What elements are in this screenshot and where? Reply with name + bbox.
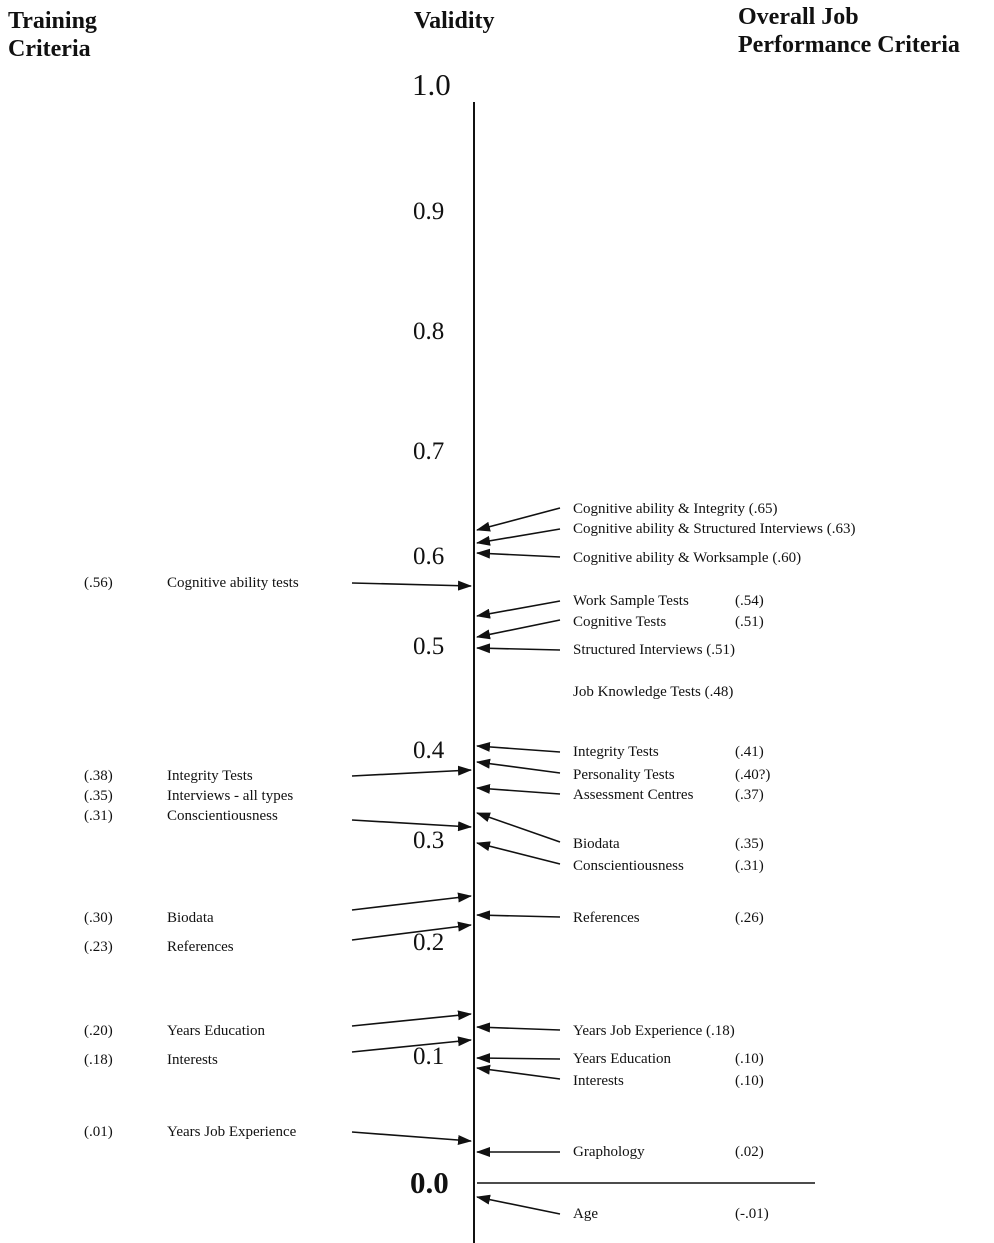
overall-job-knowledge-tests-label: Job Knowledge Tests (.48) xyxy=(573,684,734,700)
training-integrity-tests-label: Integrity Tests xyxy=(167,768,253,784)
overall-cognitive-ability-structured-interviews-63-arrow xyxy=(476,528,561,546)
overall-years-job-experience-arrow xyxy=(476,1022,561,1033)
tick-label-0-5: 0.5 xyxy=(413,633,445,660)
training-interests-arrow xyxy=(351,1036,472,1053)
overall-integrity-tests-value: (.41) xyxy=(735,744,764,760)
training-references-value: (.23) xyxy=(84,939,113,955)
overall-cognitive-tests-value: (.51) xyxy=(735,614,764,630)
training-interviews-all-types-value: (.35) xyxy=(84,788,113,804)
tick-label-0-4: 0.4 xyxy=(413,737,445,764)
overall-years-job-experience-label: Years Job Experience (.18) xyxy=(573,1023,735,1039)
overall-personality-tests-arrow xyxy=(476,758,561,774)
tick-label-0-1: 0.1 xyxy=(413,1043,445,1070)
overall-age-value: (-.01) xyxy=(735,1206,769,1222)
training-integrity-tests-arrow xyxy=(351,765,472,777)
training-years-job-experience-label: Years Job Experience xyxy=(167,1124,297,1140)
overall-cognitive-ability-integrity-65-label: Cognitive ability & Integrity (.65) xyxy=(573,501,778,517)
training-cognitive-ability-tests-arrow xyxy=(351,580,472,591)
training-references-label: References xyxy=(167,939,234,955)
overall-cognitive-ability-structured-interviews-63-label: Cognitive ability & Structured Interview… xyxy=(573,521,856,537)
training-biodata-label: Biodata xyxy=(167,910,214,926)
overall-personality-tests-label: Personality Tests xyxy=(573,767,675,783)
overall-criteria-heading-line2: Performance Criteria xyxy=(738,32,960,58)
overall-integrity-tests-label: Integrity Tests xyxy=(573,744,659,760)
training-years-job-experience-value: (.01) xyxy=(84,1124,113,1140)
overall-biodata-value: (.35) xyxy=(735,836,764,852)
tick-label-0-8: 0.8 xyxy=(413,318,445,345)
training-biodata-arrow xyxy=(351,892,472,911)
overall-references-label: References xyxy=(573,910,640,926)
overall-structured-interviews-arrow xyxy=(476,643,561,654)
arrow-layer xyxy=(351,507,561,1215)
overall-references-arrow xyxy=(476,910,561,921)
overall-biodata-label: Biodata xyxy=(573,836,620,852)
overall-assessment-centres-arrow xyxy=(476,783,561,795)
training-conscientiousness-value: (.31) xyxy=(84,808,113,824)
tick-label-0-7: 0.7 xyxy=(413,438,445,465)
training-criteria-heading-line1: Training xyxy=(8,8,97,34)
overall-assessment-centres-label: Assessment Centres xyxy=(573,787,694,803)
training-cognitive-ability-tests-value: (.56) xyxy=(84,575,113,591)
overall-conscientiousness-label: Conscientiousness xyxy=(573,858,684,874)
overall-cognitive-ability-integrity-65-arrow xyxy=(476,507,561,532)
training-references-arrow xyxy=(351,921,472,941)
training-years-education-label: Years Education xyxy=(167,1023,266,1039)
overall-conscientiousness-value: (.31) xyxy=(735,858,764,874)
training-criteria-heading-line2: Criteria xyxy=(8,36,91,62)
overall-work-sample-tests-label: Work Sample Tests xyxy=(573,593,689,609)
tick-label-1-0: 1.0 xyxy=(412,67,451,102)
tick-label-0-9: 0.9 xyxy=(413,198,445,225)
overall-interests-label: Interests xyxy=(573,1073,624,1089)
training-years-job-experience-arrow xyxy=(351,1131,472,1146)
overall-work-sample-tests-arrow xyxy=(476,600,561,619)
training-biodata-value: (.30) xyxy=(84,910,113,926)
overall-work-sample-tests-value: (.54) xyxy=(735,593,764,609)
overall-age-label: Age xyxy=(573,1206,598,1222)
training-conscientiousness-arrow xyxy=(351,819,472,832)
training-interviews-all-types-label: Interviews - all types xyxy=(167,788,294,804)
overall-interests-value: (.10) xyxy=(735,1073,764,1089)
tick-label-0-2: 0.2 xyxy=(413,929,445,956)
overall-conscientiousness-arrow xyxy=(476,841,561,865)
overall-integrity-tests-arrow xyxy=(476,741,561,753)
overall-graphology-label: Graphology xyxy=(573,1144,645,1160)
training-conscientiousness-label: Conscientiousness xyxy=(167,808,278,824)
tick-label-0-6: 0.6 xyxy=(413,543,445,570)
training-interests-label: Interests xyxy=(167,1052,218,1068)
training-integrity-tests-value: (.38) xyxy=(84,768,113,784)
overall-years-education-value: (.10) xyxy=(735,1051,764,1067)
overall-interests-arrow xyxy=(476,1064,561,1080)
overall-cognitive-ability-worksample-60-arrow xyxy=(476,548,561,559)
training-years-education-value: (.20) xyxy=(84,1023,113,1039)
overall-cognitive-tests-arrow xyxy=(476,619,561,640)
tick-label-0-3: 0.3 xyxy=(413,827,445,854)
overall-references-value: (.26) xyxy=(735,910,764,926)
overall-graphology-value: (.02) xyxy=(735,1144,764,1160)
training-years-education-arrow xyxy=(351,1010,472,1027)
overall-age-arrow xyxy=(476,1194,561,1215)
overall-biodata-arrow xyxy=(476,812,561,843)
training-cognitive-ability-tests-label: Cognitive ability tests xyxy=(167,575,299,591)
overall-personality-tests-value: (.40?) xyxy=(735,767,771,783)
overall-years-education-arrow xyxy=(476,1053,561,1064)
overall-structured-interviews-label: Structured Interviews (.51) xyxy=(573,642,736,658)
overall-cognitive-ability-worksample-60-label: Cognitive ability & Worksample (.60) xyxy=(573,550,802,566)
tick-label-0-0: 0.0 xyxy=(410,1165,449,1200)
overall-cognitive-tests-label: Cognitive Tests xyxy=(573,614,667,630)
overall-years-education-label: Years Education xyxy=(573,1051,672,1067)
overall-assessment-centres-value: (.37) xyxy=(735,787,764,803)
overall-criteria-heading-line1: Overall Job xyxy=(738,4,859,30)
training-interests-value: (.18) xyxy=(84,1052,113,1068)
validity-heading: Validity xyxy=(414,8,495,34)
